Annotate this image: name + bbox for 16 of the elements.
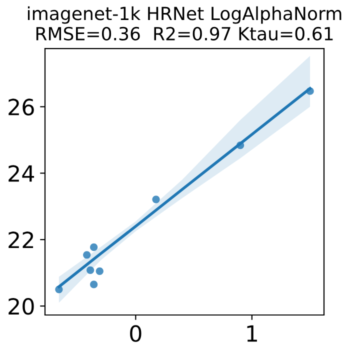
point	[83, 251, 91, 259]
point	[306, 87, 314, 95]
point	[90, 243, 98, 252]
chart-title: imagenet-1k HRNet LogAlphaNorm RMSE=0.36 R2=0.97 Ktau=0.61	[28, 6, 342, 41]
y-tick-label: 20	[8, 298, 34, 315]
point	[86, 266, 94, 274]
x-tick-label: 1	[247, 325, 257, 342]
point	[152, 196, 160, 204]
y-tick-label: 24	[8, 165, 34, 182]
x-tick-label: 0	[130, 325, 142, 342]
point	[55, 286, 63, 294]
point	[96, 267, 104, 275]
point	[90, 280, 98, 288]
y-tick-label: 26	[8, 98, 34, 116]
point	[236, 141, 244, 150]
y-tick-label: 22	[8, 232, 34, 248]
